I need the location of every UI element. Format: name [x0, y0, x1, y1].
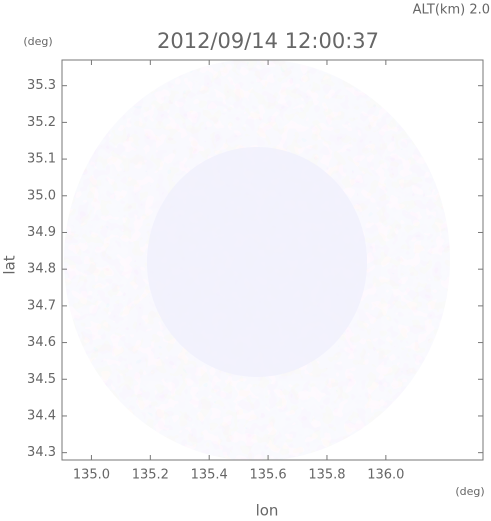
y-tick-label: 34.9: [27, 225, 56, 240]
x-tick-label: 135.6: [249, 468, 286, 483]
x-tick-label: 135.8: [308, 468, 345, 483]
y-tick-label: 34.5: [27, 372, 56, 387]
y-tick-label: 35.3: [27, 78, 56, 93]
x-tick-label: 135.4: [191, 468, 228, 483]
y-tick-label: 34.8: [27, 262, 56, 277]
y-tick-label: 35.0: [27, 188, 56, 203]
x-axis-label: lon: [256, 502, 279, 520]
y-tick-label: 34.4: [27, 408, 56, 423]
x-tick-label: 136.0: [367, 468, 404, 483]
y-tick-label: 34.3: [27, 445, 56, 460]
x-unit: (deg): [455, 485, 484, 498]
y-tick-label: 34.6: [27, 335, 56, 350]
chart-title: 2012/09/14 12:00:37: [157, 29, 379, 53]
plot-frame: [61, 59, 484, 461]
x-tick-label: 135.2: [132, 468, 169, 483]
annotation: ALT(km) 2.0: [413, 3, 490, 18]
x-tick-label: 135.0: [73, 468, 110, 483]
y-tick-label: 34.7: [27, 298, 56, 313]
y-axis-label: lat: [1, 255, 19, 274]
y-tick-label: 35.2: [27, 115, 56, 130]
y-unit: (deg): [23, 35, 52, 48]
radar-field: [64, 59, 450, 461]
y-tick-label: 35.1: [27, 152, 56, 167]
